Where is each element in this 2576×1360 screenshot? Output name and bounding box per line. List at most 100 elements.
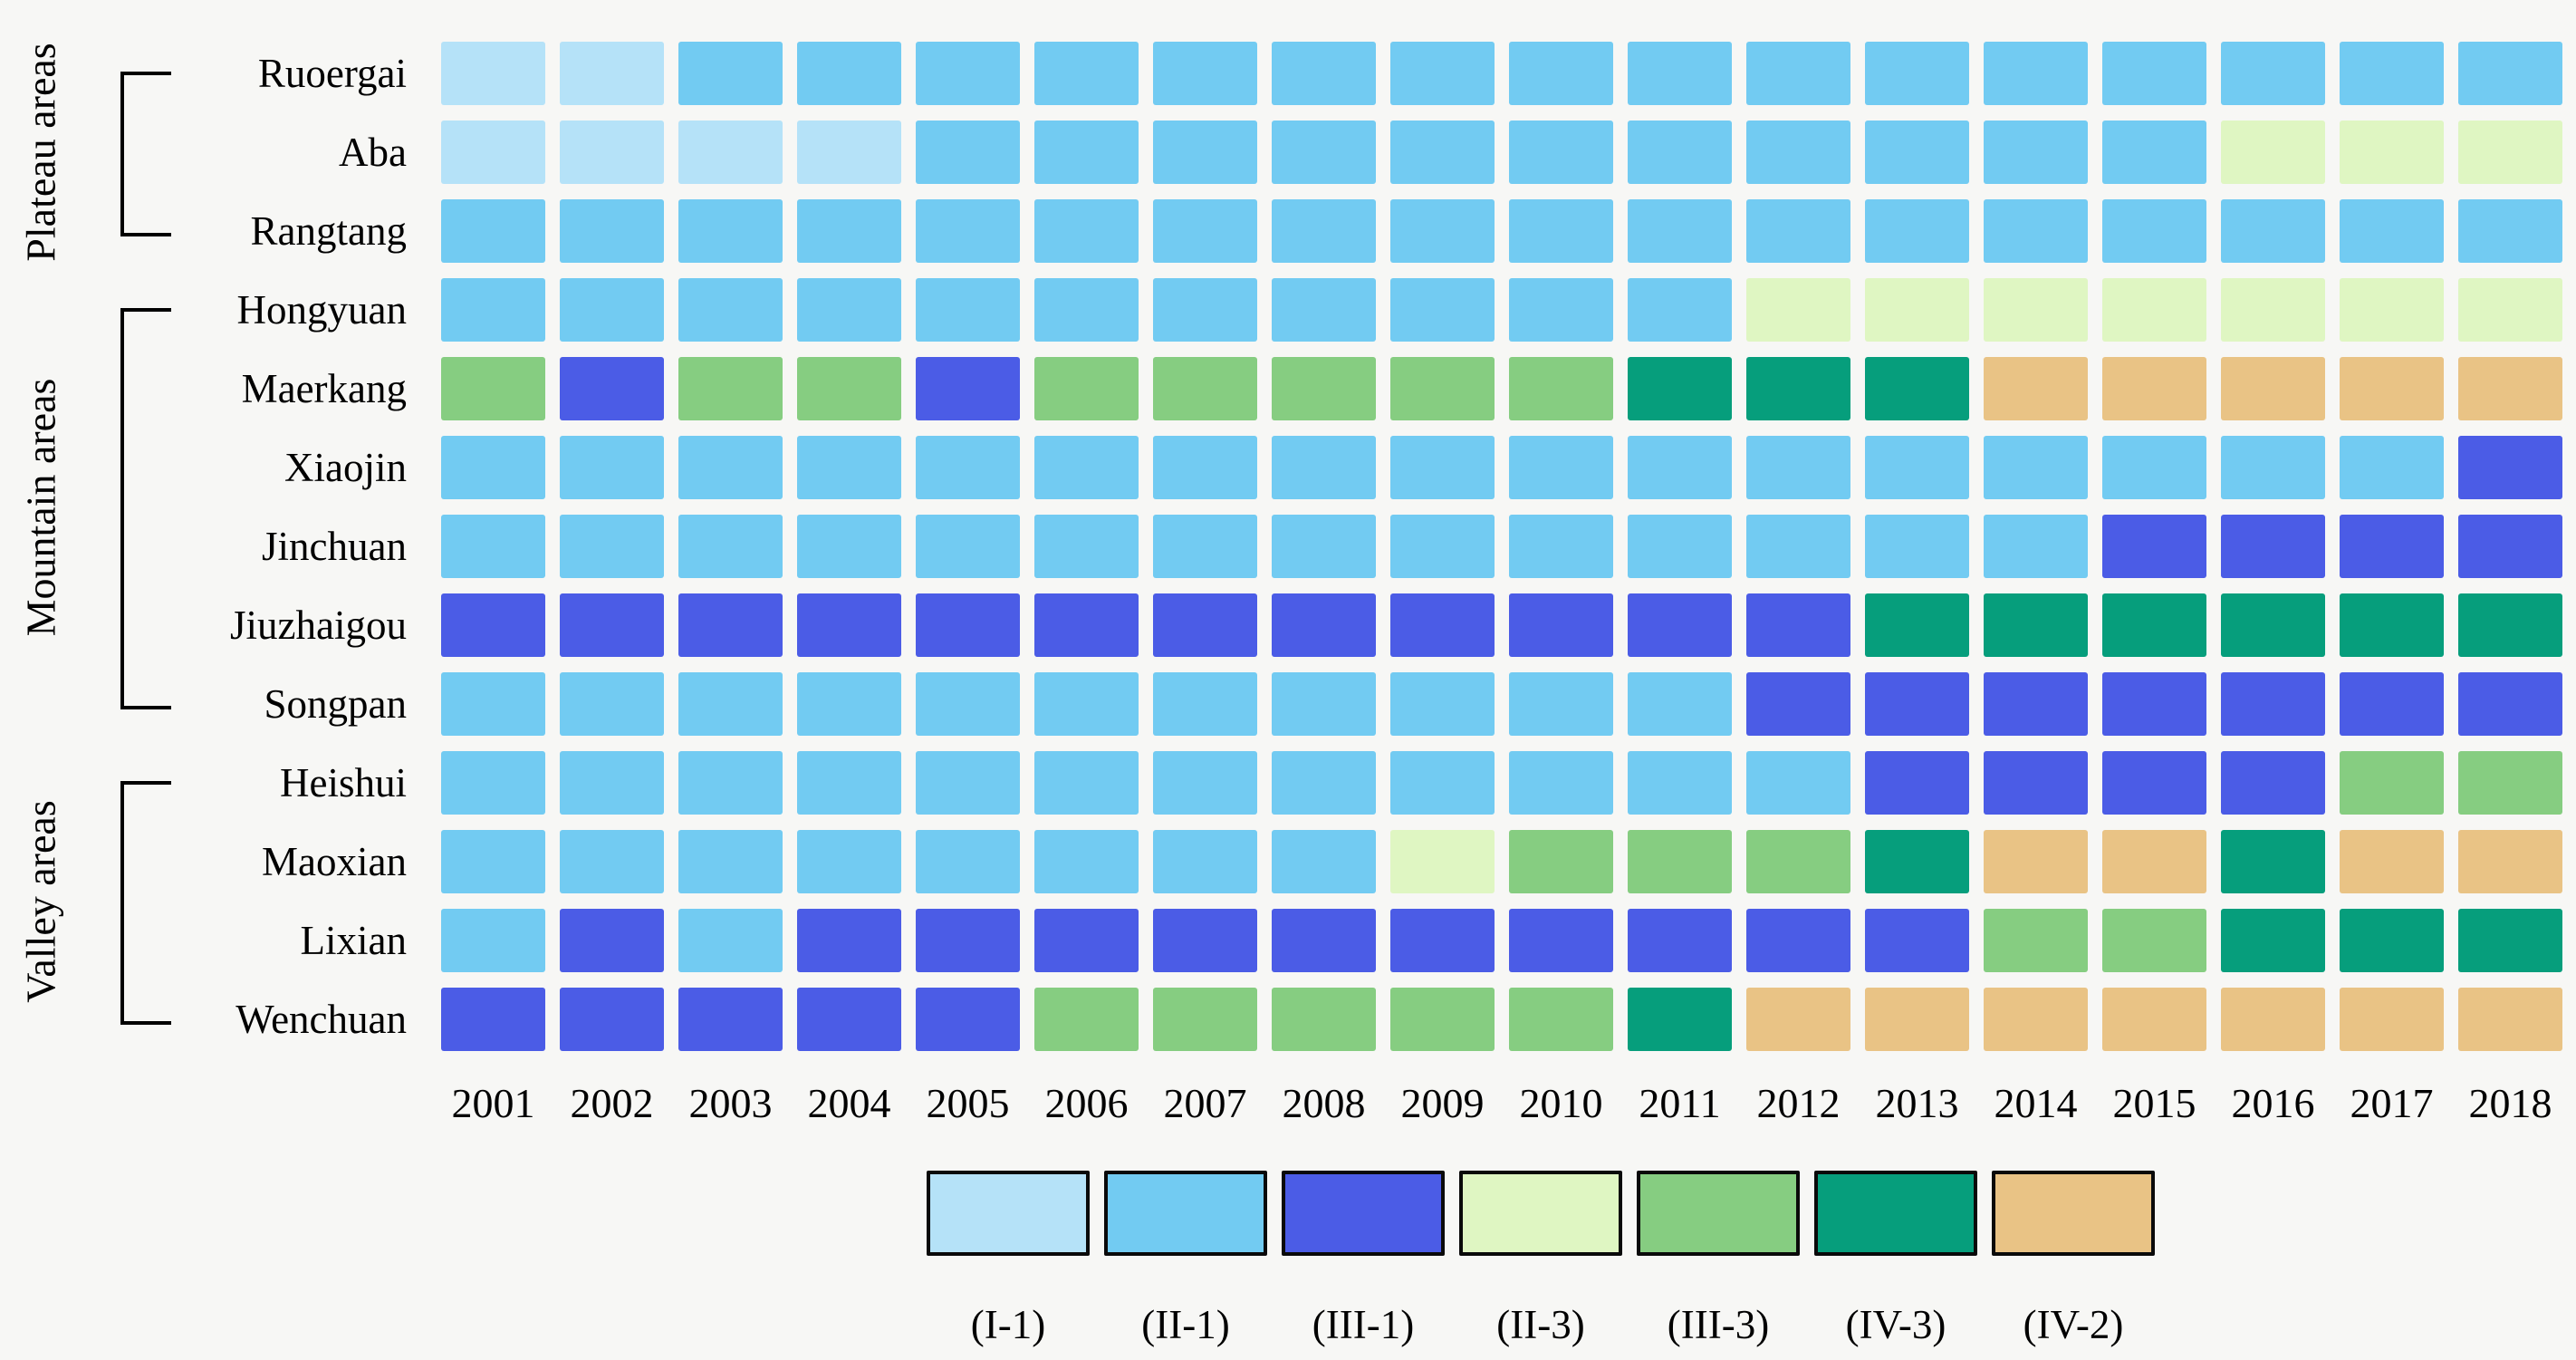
cell-xiaojin-2013 [1865, 436, 1969, 499]
cell-aba-2001 [441, 121, 545, 184]
cell-aba-2004 [797, 121, 901, 184]
cell-maerkang-2006 [1034, 357, 1139, 420]
x-tick-2003: 2003 [688, 1080, 773, 1126]
cell-heishui-2010 [1509, 751, 1613, 815]
bracket-plateau-areas [120, 72, 171, 236]
cell-xiaojin-2018 [2458, 436, 2562, 499]
x-tick-2002: 2002 [570, 1080, 654, 1126]
cell-jiuzhaigou-2015 [2102, 593, 2206, 657]
cell-maoxian-2006 [1034, 830, 1139, 893]
legend-swatch-ii-3 [1459, 1171, 1622, 1256]
cell-wenchuan-2001 [441, 988, 545, 1051]
row-label-rangtang: Rangtang [250, 208, 407, 254]
cell-rangtang-2008 [1272, 199, 1376, 263]
cell-aba-2014 [1984, 121, 2088, 184]
cell-songpan-2015 [2102, 672, 2206, 736]
cell-aba-2013 [1865, 121, 1969, 184]
cell-heishui-2011 [1628, 751, 1732, 815]
cell-maerkang-2018 [2458, 357, 2562, 420]
legend-swatch-iv-3 [1814, 1171, 1977, 1256]
cell-ruoergai-2016 [2221, 42, 2325, 105]
cell-jinchuan-2004 [797, 515, 901, 578]
cell-rangtang-2005 [916, 199, 1020, 263]
cell-maoxian-2004 [797, 830, 901, 893]
cell-ruoergai-2005 [916, 42, 1020, 105]
cell-heishui-2009 [1390, 751, 1495, 815]
cell-maoxian-2002 [560, 830, 664, 893]
cell-jinchuan-2012 [1746, 515, 1850, 578]
cell-maerkang-2005 [916, 357, 1020, 420]
row-label-songpan: Songpan [264, 681, 408, 727]
cell-ruoergai-2007 [1153, 42, 1257, 105]
cell-maoxian-2001 [441, 830, 545, 893]
cell-xiaojin-2003 [678, 436, 783, 499]
cell-songpan-2003 [678, 672, 783, 736]
cell-ruoergai-2009 [1390, 42, 1495, 105]
cell-jiuzhaigou-2012 [1746, 593, 1850, 657]
cell-jinchuan-2016 [2221, 515, 2325, 578]
cell-jinchuan-2005 [916, 515, 1020, 578]
cell-lixian-2002 [560, 909, 664, 972]
cell-jiuzhaigou-2009 [1390, 593, 1495, 657]
cell-lixian-2005 [916, 909, 1020, 972]
legend-swatch-ii-1 [1104, 1171, 1267, 1256]
cell-songpan-2009 [1390, 672, 1495, 736]
cell-jinchuan-2014 [1984, 515, 2088, 578]
row-label-lixian: Lixian [300, 918, 407, 963]
cell-jiuzhaigou-2003 [678, 593, 783, 657]
cell-wenchuan-2017 [2340, 988, 2444, 1051]
cell-hongyuan-2017 [2340, 278, 2444, 342]
cell-maerkang-2003 [678, 357, 783, 420]
cell-ruoergai-2014 [1984, 42, 2088, 105]
cell-xiaojin-2004 [797, 436, 901, 499]
cell-ruoergai-2012 [1746, 42, 1850, 105]
cell-songpan-2018 [2458, 672, 2562, 736]
cell-songpan-2012 [1746, 672, 1850, 736]
x-tick-2008: 2008 [1282, 1080, 1366, 1126]
cell-heishui-2003 [678, 751, 783, 815]
cell-jiuzhaigou-2008 [1272, 593, 1376, 657]
legend-label-ii-1: (II-1) [1141, 1302, 1230, 1347]
cell-jinchuan-2008 [1272, 515, 1376, 578]
cell-songpan-2008 [1272, 672, 1376, 736]
x-tick-2013: 2013 [1875, 1080, 1959, 1126]
cell-rangtang-2014 [1984, 199, 2088, 263]
cell-wenchuan-2006 [1034, 988, 1139, 1051]
cell-maerkang-2001 [441, 357, 545, 420]
cell-ruoergai-2017 [2340, 42, 2444, 105]
cell-ruoergai-2003 [678, 42, 783, 105]
cell-lixian-2012 [1746, 909, 1850, 972]
cell-jinchuan-2001 [441, 515, 545, 578]
cell-xiaojin-2009 [1390, 436, 1495, 499]
cell-ruoergai-2015 [2102, 42, 2206, 105]
cell-maerkang-2012 [1746, 357, 1850, 420]
cell-songpan-2010 [1509, 672, 1613, 736]
cell-lixian-2010 [1509, 909, 1613, 972]
cell-heishui-2007 [1153, 751, 1257, 815]
cell-heishui-2006 [1034, 751, 1139, 815]
cell-rangtang-2012 [1746, 199, 1850, 263]
cell-hongyuan-2011 [1628, 278, 1732, 342]
cell-wenchuan-2016 [2221, 988, 2325, 1051]
cell-maoxian-2017 [2340, 830, 2444, 893]
cell-rangtang-2006 [1034, 199, 1139, 263]
cell-maoxian-2003 [678, 830, 783, 893]
x-tick-2009: 2009 [1400, 1080, 1485, 1126]
cell-maoxian-2012 [1746, 830, 1850, 893]
cell-ruoergai-2013 [1865, 42, 1969, 105]
cell-xiaojin-2014 [1984, 436, 2088, 499]
cell-rangtang-2016 [2221, 199, 2325, 263]
x-tick-2017: 2017 [2350, 1080, 2434, 1126]
cell-wenchuan-2007 [1153, 988, 1257, 1051]
cell-xiaojin-2001 [441, 436, 545, 499]
cell-lixian-2015 [2102, 909, 2206, 972]
cell-rangtang-2007 [1153, 199, 1257, 263]
cell-heishui-2004 [797, 751, 901, 815]
cell-aba-2006 [1034, 121, 1139, 184]
cell-jiuzhaigou-2005 [916, 593, 1020, 657]
row-label-maerkang: Maerkang [241, 366, 407, 411]
cell-wenchuan-2018 [2458, 988, 2562, 1051]
cell-wenchuan-2008 [1272, 988, 1376, 1051]
row-label-wenchuan: Wenchuan [235, 997, 407, 1042]
cell-aba-2015 [2102, 121, 2206, 184]
